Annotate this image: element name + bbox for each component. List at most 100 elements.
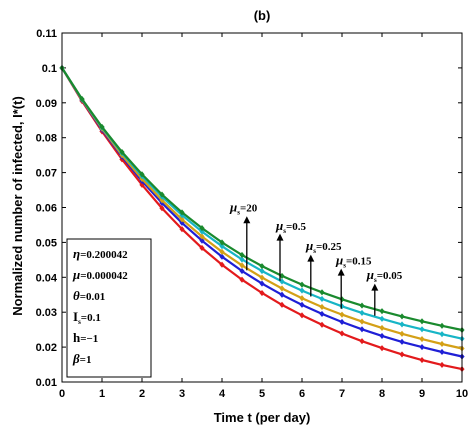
series-point	[319, 321, 325, 328]
series-point	[339, 330, 345, 337]
plot-frame	[61, 32, 463, 383]
series-point	[239, 262, 245, 269]
parameter-line: β=1	[72, 351, 91, 366]
series-point	[439, 331, 445, 338]
parameter-line: Is=0.1	[73, 309, 101, 326]
series-point	[159, 191, 165, 198]
series-point	[179, 226, 185, 233]
series-point	[239, 251, 245, 259]
series-point	[399, 338, 405, 345]
series-point	[419, 344, 425, 351]
tick-layer: 0 1 2 3 4 5 6 7 8 9 10 0.01 0.02 0.03 0.04 0.05 0.06 0.07…	[36, 28, 469, 400]
x-tick-label: 3	[179, 388, 185, 400]
parameter-line: θ=0.01	[73, 288, 105, 303]
series-point	[199, 244, 205, 252]
series-point	[239, 276, 245, 283]
series-point	[239, 267, 245, 275]
series-point	[199, 225, 205, 232]
annotation-arrowhead	[371, 283, 379, 291]
series-point	[259, 280, 265, 287]
series-point	[379, 308, 385, 315]
annotation-label: μs=0.05	[366, 267, 403, 284]
series-point	[279, 272, 285, 279]
y-tick-label: 0.05	[36, 237, 57, 249]
parameter-line: η=0.200042	[73, 246, 128, 261]
series-point	[199, 233, 205, 240]
series-point	[179, 209, 185, 216]
series-point	[119, 148, 125, 156]
series-point	[359, 302, 365, 309]
series-point	[239, 256, 245, 263]
series-point	[79, 95, 85, 103]
series-point	[99, 123, 105, 130]
x-tick-label: 7	[339, 388, 345, 400]
series-point	[359, 309, 365, 316]
series-point	[419, 318, 425, 325]
y-tick-label: 0.02	[36, 342, 57, 354]
parameter-line: h=−1	[73, 330, 98, 345]
annotation-arrowhead	[337, 268, 345, 276]
x-tick-label: 2	[139, 388, 145, 400]
series-point	[399, 313, 405, 320]
series-point	[319, 289, 325, 296]
x-tick-label: 9	[419, 388, 425, 400]
series-point	[359, 318, 365, 325]
series-point	[259, 274, 265, 281]
annotation-arrowhead	[243, 216, 251, 224]
chart-title: (b)	[254, 8, 271, 23]
series-point	[219, 253, 225, 260]
series-point	[139, 171, 145, 178]
series-point	[439, 348, 445, 356]
x-tick-label: 5	[259, 388, 265, 400]
series-point	[319, 310, 325, 318]
y-tick-label: 0.07	[36, 168, 57, 180]
series-point	[339, 303, 345, 310]
annotation-label: μs=0.15	[335, 252, 372, 269]
series-point	[219, 248, 225, 255]
series-point	[299, 281, 305, 288]
series-point	[319, 295, 325, 303]
parameter-box: η=0.200042 μ=0.000042 θ=0.01 Is=0.1 h=−1 β=1	[66, 238, 152, 378]
parameter-box-frame	[66, 238, 152, 378]
y-tick-label: 0.11	[36, 28, 57, 40]
series-point	[219, 261, 225, 268]
y-tick-label: 0.06	[36, 203, 57, 215]
series-point	[259, 289, 265, 297]
series-point	[279, 301, 285, 308]
series-point	[179, 216, 185, 223]
y-tick-label: 0.04	[36, 272, 58, 284]
parameter-line: μ=0.000042	[72, 267, 128, 282]
series-point	[279, 278, 285, 285]
y-tick-label: 0.09	[36, 98, 57, 110]
series-point	[379, 315, 385, 322]
x-tick-label: 6	[299, 388, 305, 400]
series-point	[439, 361, 445, 368]
annotation-label: μs=20	[229, 200, 258, 217]
series-point	[339, 311, 345, 318]
series-point	[259, 263, 265, 270]
x-tick-label: 10	[456, 388, 468, 400]
annotation-arrowhead	[307, 254, 315, 262]
x-tick-label: 0	[59, 388, 65, 400]
series-point	[379, 332, 385, 339]
series-point	[299, 301, 305, 308]
series-point	[279, 285, 285, 292]
series-point	[299, 287, 305, 294]
series-point	[339, 296, 345, 303]
series-point	[359, 326, 365, 333]
y-tick-label: 0.08	[36, 133, 57, 145]
series-point	[419, 336, 425, 343]
series-point	[399, 351, 405, 358]
series-point	[159, 205, 165, 212]
x-axis-label: Time t (per day)	[214, 410, 311, 425]
series-point	[359, 338, 365, 345]
x-tick-label: 1	[99, 388, 105, 400]
x-tick-label: 8	[379, 388, 385, 400]
y-axis-label: Normalized number of infected, I*(t)	[10, 96, 25, 316]
series-point	[439, 322, 445, 329]
series-point	[199, 237, 205, 244]
series-point	[339, 318, 345, 326]
annotation-label: μs=0.5	[275, 218, 306, 235]
